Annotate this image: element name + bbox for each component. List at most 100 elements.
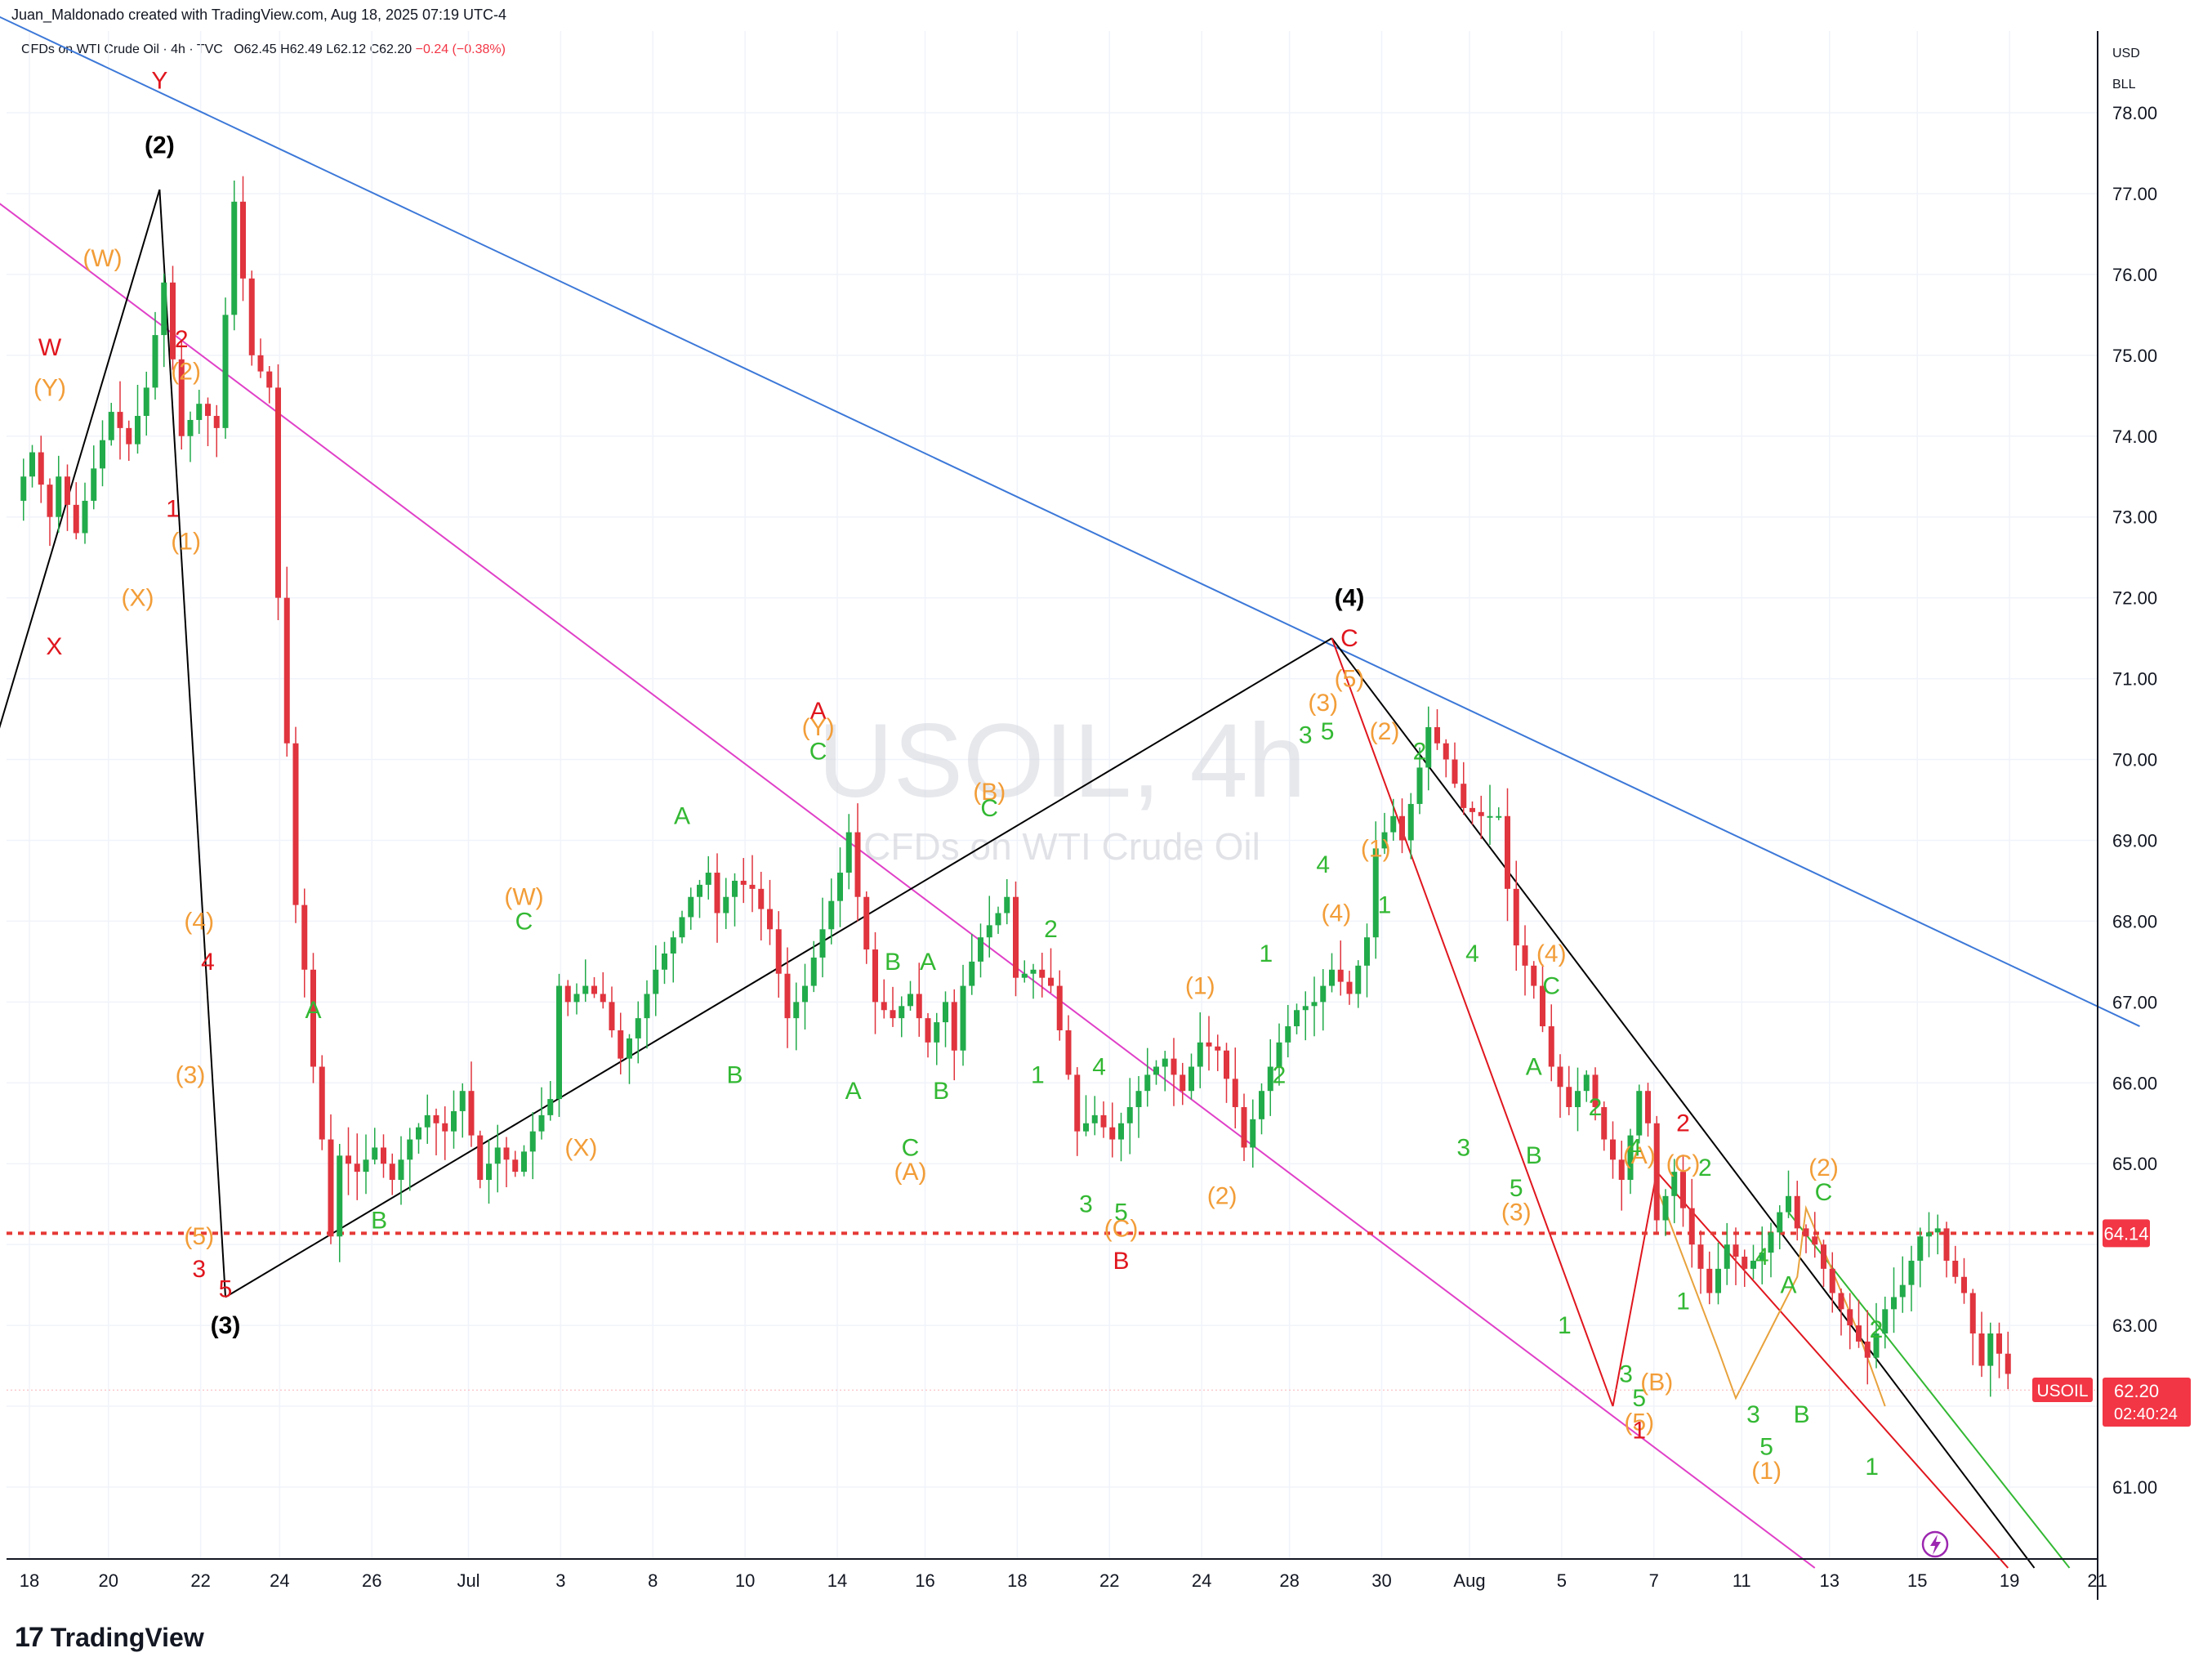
candle-body bbox=[1267, 1066, 1273, 1092]
candle-body bbox=[1250, 1119, 1256, 1148]
candle-body bbox=[1083, 1123, 1089, 1132]
wave-label: (1) bbox=[1185, 972, 1215, 999]
candle-body bbox=[1618, 1159, 1625, 1181]
candle-body bbox=[1680, 1172, 1686, 1208]
candle-body bbox=[969, 961, 975, 986]
candle-body bbox=[1162, 1058, 1168, 1067]
time-tick: 14 bbox=[827, 1570, 847, 1591]
price-tick: 63.00 bbox=[2112, 1315, 2157, 1336]
candle-body bbox=[20, 476, 27, 501]
wave-label: 2 bbox=[1589, 1094, 1603, 1121]
candle-body bbox=[1531, 965, 1537, 986]
level-tag-bg bbox=[2103, 1219, 2150, 1248]
wave-label: C bbox=[1815, 1179, 1833, 1206]
candle-body bbox=[916, 994, 922, 1019]
candle-body bbox=[1838, 1293, 1844, 1310]
candle-body bbox=[740, 880, 747, 885]
candle-body bbox=[556, 985, 562, 1100]
candle-body bbox=[38, 452, 44, 485]
candle-body bbox=[512, 1159, 519, 1172]
candle-body bbox=[899, 1006, 905, 1019]
candle-body bbox=[381, 1147, 386, 1164]
wave-label: 2 bbox=[1273, 1061, 1287, 1088]
wave-label: B bbox=[1794, 1401, 1810, 1428]
candle-body bbox=[705, 873, 711, 885]
wave-label: 4 bbox=[1316, 851, 1330, 878]
candle-body bbox=[346, 1155, 351, 1164]
candle-body bbox=[986, 925, 992, 938]
candle-body bbox=[1583, 1074, 1590, 1092]
candle-body bbox=[372, 1147, 378, 1160]
candle-body bbox=[670, 937, 676, 954]
candle-body bbox=[301, 904, 308, 970]
symbol-description[interactable]: CFDs on WTI Crude Oil · 4h · TVC bbox=[21, 42, 223, 56]
candle-body bbox=[1996, 1333, 2002, 1354]
candle-body bbox=[2005, 1353, 2011, 1374]
candle-body bbox=[960, 985, 966, 1051]
tradingview-logo: 17 TradingView bbox=[15, 1622, 204, 1654]
candle-body bbox=[802, 985, 808, 1003]
candle-body bbox=[1557, 1066, 1563, 1088]
candle-body bbox=[231, 201, 238, 315]
price-tick: 76.00 bbox=[2112, 265, 2157, 285]
wave-label: 1 bbox=[1031, 1061, 1045, 1088]
candle-body bbox=[187, 419, 194, 436]
candle-body bbox=[1926, 1232, 1932, 1237]
candle-body bbox=[758, 888, 765, 909]
time-tick: 11 bbox=[1733, 1570, 1751, 1591]
candle-body bbox=[100, 440, 105, 469]
bar-countdown: 02:40:24 bbox=[2114, 1405, 2178, 1423]
symbol-info-line[interactable]: CFDs on WTI Crude Oil · 4h · TVC O62.45 … bbox=[21, 42, 506, 57]
wave-label: (C) bbox=[1666, 1150, 1701, 1177]
candle-body bbox=[363, 1159, 369, 1172]
candle-body bbox=[1575, 1091, 1581, 1107]
wave-label: C bbox=[515, 908, 533, 935]
trend-line-black-wave-3 bbox=[158, 189, 226, 1298]
price-change: −0.24 (−0.38%) bbox=[415, 42, 506, 56]
wave-label: 3 bbox=[1746, 1401, 1760, 1428]
price-tick: 72.00 bbox=[2112, 588, 2157, 609]
time-tick: 28 bbox=[1279, 1570, 1299, 1591]
candle-body bbox=[732, 880, 738, 897]
candle-body bbox=[564, 985, 571, 1003]
candle-body bbox=[1013, 896, 1019, 978]
candle-body bbox=[1505, 815, 1510, 889]
candle-body bbox=[1372, 848, 1379, 938]
candle-body bbox=[943, 1002, 948, 1023]
candle-body bbox=[1662, 1195, 1669, 1221]
candle-body bbox=[1821, 1244, 1826, 1269]
candle-body bbox=[1891, 1297, 1897, 1310]
candle-body bbox=[1636, 1091, 1643, 1136]
wave-label: A bbox=[845, 1078, 862, 1105]
candle-body bbox=[591, 985, 597, 994]
wave-label: (X) bbox=[564, 1134, 597, 1161]
ohlc-close: C62.20 bbox=[369, 42, 413, 56]
wave-label: B bbox=[371, 1207, 387, 1234]
time-tick: 26 bbox=[362, 1570, 381, 1591]
wave-label: (A) bbox=[1623, 1142, 1656, 1169]
candle-body bbox=[1189, 1066, 1194, 1092]
candle-body bbox=[126, 427, 132, 444]
wave-label: B bbox=[885, 949, 901, 976]
price-tick: 74.00 bbox=[2112, 427, 2157, 447]
candle-body bbox=[1425, 726, 1432, 768]
wave-label: 2 bbox=[1044, 916, 1058, 943]
candle-body bbox=[1276, 1042, 1282, 1067]
candle-body bbox=[1934, 1228, 1941, 1233]
wave-label: (2) bbox=[145, 132, 175, 159]
ohlc-open: O62.45 bbox=[234, 42, 277, 56]
ohlc-low: L62.12 bbox=[326, 42, 367, 56]
alert-icon[interactable] bbox=[1921, 1530, 1949, 1558]
wave-label: 5 bbox=[1321, 718, 1335, 745]
candle-body bbox=[1952, 1260, 1959, 1277]
candle-body bbox=[73, 504, 79, 534]
candle-body bbox=[1610, 1139, 1616, 1160]
candle-body bbox=[1513, 888, 1519, 946]
candle-body bbox=[521, 1151, 527, 1172]
watermark-title: USOIL, 4h bbox=[818, 703, 1306, 820]
candle-body bbox=[451, 1110, 457, 1132]
candle-body bbox=[1126, 1106, 1133, 1123]
tradingview-logo-text: TradingView bbox=[50, 1623, 204, 1652]
wave-label: C bbox=[980, 795, 998, 822]
